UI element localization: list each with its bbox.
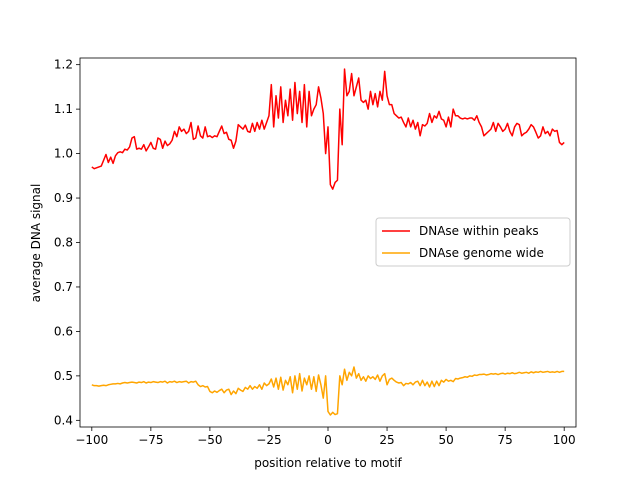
series-line-1 — [91, 68, 565, 190]
legend: DNAse within peaks DNAse genome wide — [375, 217, 571, 267]
x-tick-label: −50 — [197, 433, 222, 447]
y-tick-label: 1.0 — [54, 147, 73, 161]
y-tick-label: 0.5 — [54, 369, 73, 383]
x-tick-label: 25 — [379, 433, 394, 447]
y-tick-label: 0.4 — [54, 413, 73, 427]
y-tick-label: 0.6 — [54, 324, 73, 338]
x-axis-ticks: −100 −75 −50 −25 0 25 50 75 100 — [75, 427, 576, 447]
x-tick-label: −75 — [138, 433, 163, 447]
x-axis-label: position relative to motif — [254, 456, 402, 470]
x-tick-label: 75 — [498, 433, 513, 447]
x-tick-label: −100 — [75, 433, 108, 447]
x-tick-label: 0 — [324, 433, 332, 447]
y-tick-label: 1.2 — [54, 58, 73, 72]
series-line-2 — [91, 366, 565, 416]
legend-box — [375, 217, 571, 267]
x-tick-label: 50 — [438, 433, 453, 447]
y-tick-label: 0.8 — [54, 236, 73, 250]
y-tick-label: 0.7 — [54, 280, 73, 294]
x-tick-label: −25 — [256, 433, 281, 447]
y-axis-ticks: 0.4 0.5 0.6 0.7 0.8 0.9 1.0 1.1 1.2 — [54, 58, 80, 427]
y-tick-label: 0.9 — [54, 191, 73, 205]
legend-label-1: DNAse within peaks — [419, 224, 539, 238]
y-tick-label: 1.1 — [54, 102, 73, 116]
legend-label-2: DNAse genome wide — [419, 246, 544, 260]
y-axis-label: average DNA signal — [29, 184, 43, 303]
x-tick-label: 100 — [553, 433, 576, 447]
